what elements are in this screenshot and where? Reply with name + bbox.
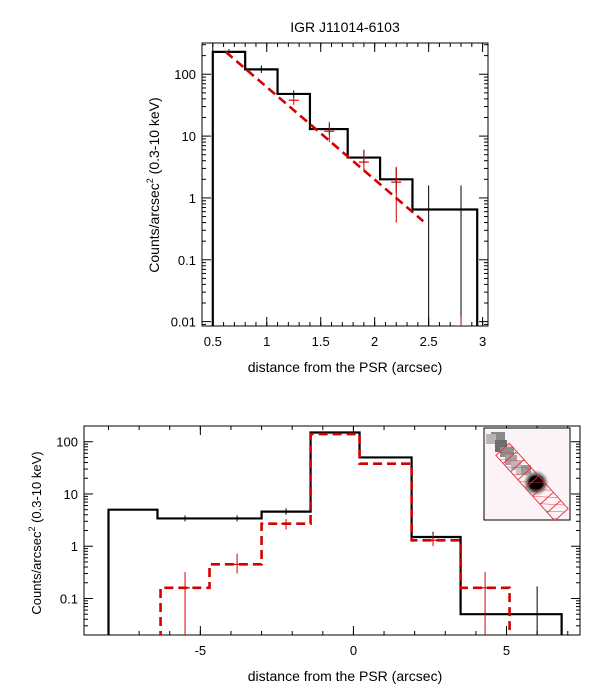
x-tick-label: 0.5 (204, 334, 222, 349)
model-fit-line (224, 50, 425, 223)
data-histogram-line (211, 50, 479, 326)
y-tick-label: 0.01 (171, 315, 196, 330)
bottom-y-axis: 0.1 1 10 100 (56, 425, 580, 636)
x-tick-label: 2.5 (420, 334, 438, 349)
x-tick-label: 2 (371, 334, 378, 349)
bottom-chart: 0.1 1 10 100 -5 0 5 distance from the PSR (ar… (27, 425, 581, 684)
top-plot-frame (201, 42, 489, 327)
top-y-axis-label: Counts/arcsec2 (0.3-10 keV) (145, 97, 162, 272)
x-tick-label: 3 (479, 334, 486, 349)
top-y-axis: 0.01 0.1 1 10 100 (171, 44, 488, 330)
x-tick-label: 5 (503, 643, 510, 658)
y-tick-label: 0.1 (60, 591, 78, 606)
inset-image (483, 427, 571, 522)
top-x-axis-label: distance from the PSR (arcsec) (248, 359, 443, 375)
y-tick-label: 1 (71, 539, 78, 554)
y-tick-label: 10 (182, 129, 196, 144)
y-tick-label: 100 (56, 435, 78, 450)
top-chart: IGR J11014-6103 0.01 0.1 1 10 100 0.5 1 1.5 2 2.… (145, 19, 489, 375)
y-tick-label: 0.1 (178, 253, 196, 268)
x-tick-label: -5 (195, 643, 207, 658)
model-histogram-line (159, 432, 511, 635)
y-tick-label: 1 (189, 191, 196, 206)
top-x-axis: 0.5 1 1.5 2 2.5 3 (201, 43, 486, 349)
x-tick-label: 0 (350, 643, 357, 658)
y-tick-label: 100 (174, 67, 196, 82)
bottom-y-axis-label: Counts/arcsec2 (0.3-10 keV) (27, 451, 44, 614)
top-chart-title: IGR J11014-6103 (290, 19, 400, 35)
x-tick-label: 1.5 (312, 334, 330, 349)
bottom-x-axis-label: distance from the PSR (arcsec) (248, 668, 443, 684)
y-tick-label: 10 (64, 487, 78, 502)
x-tick-label: 1 (263, 334, 270, 349)
